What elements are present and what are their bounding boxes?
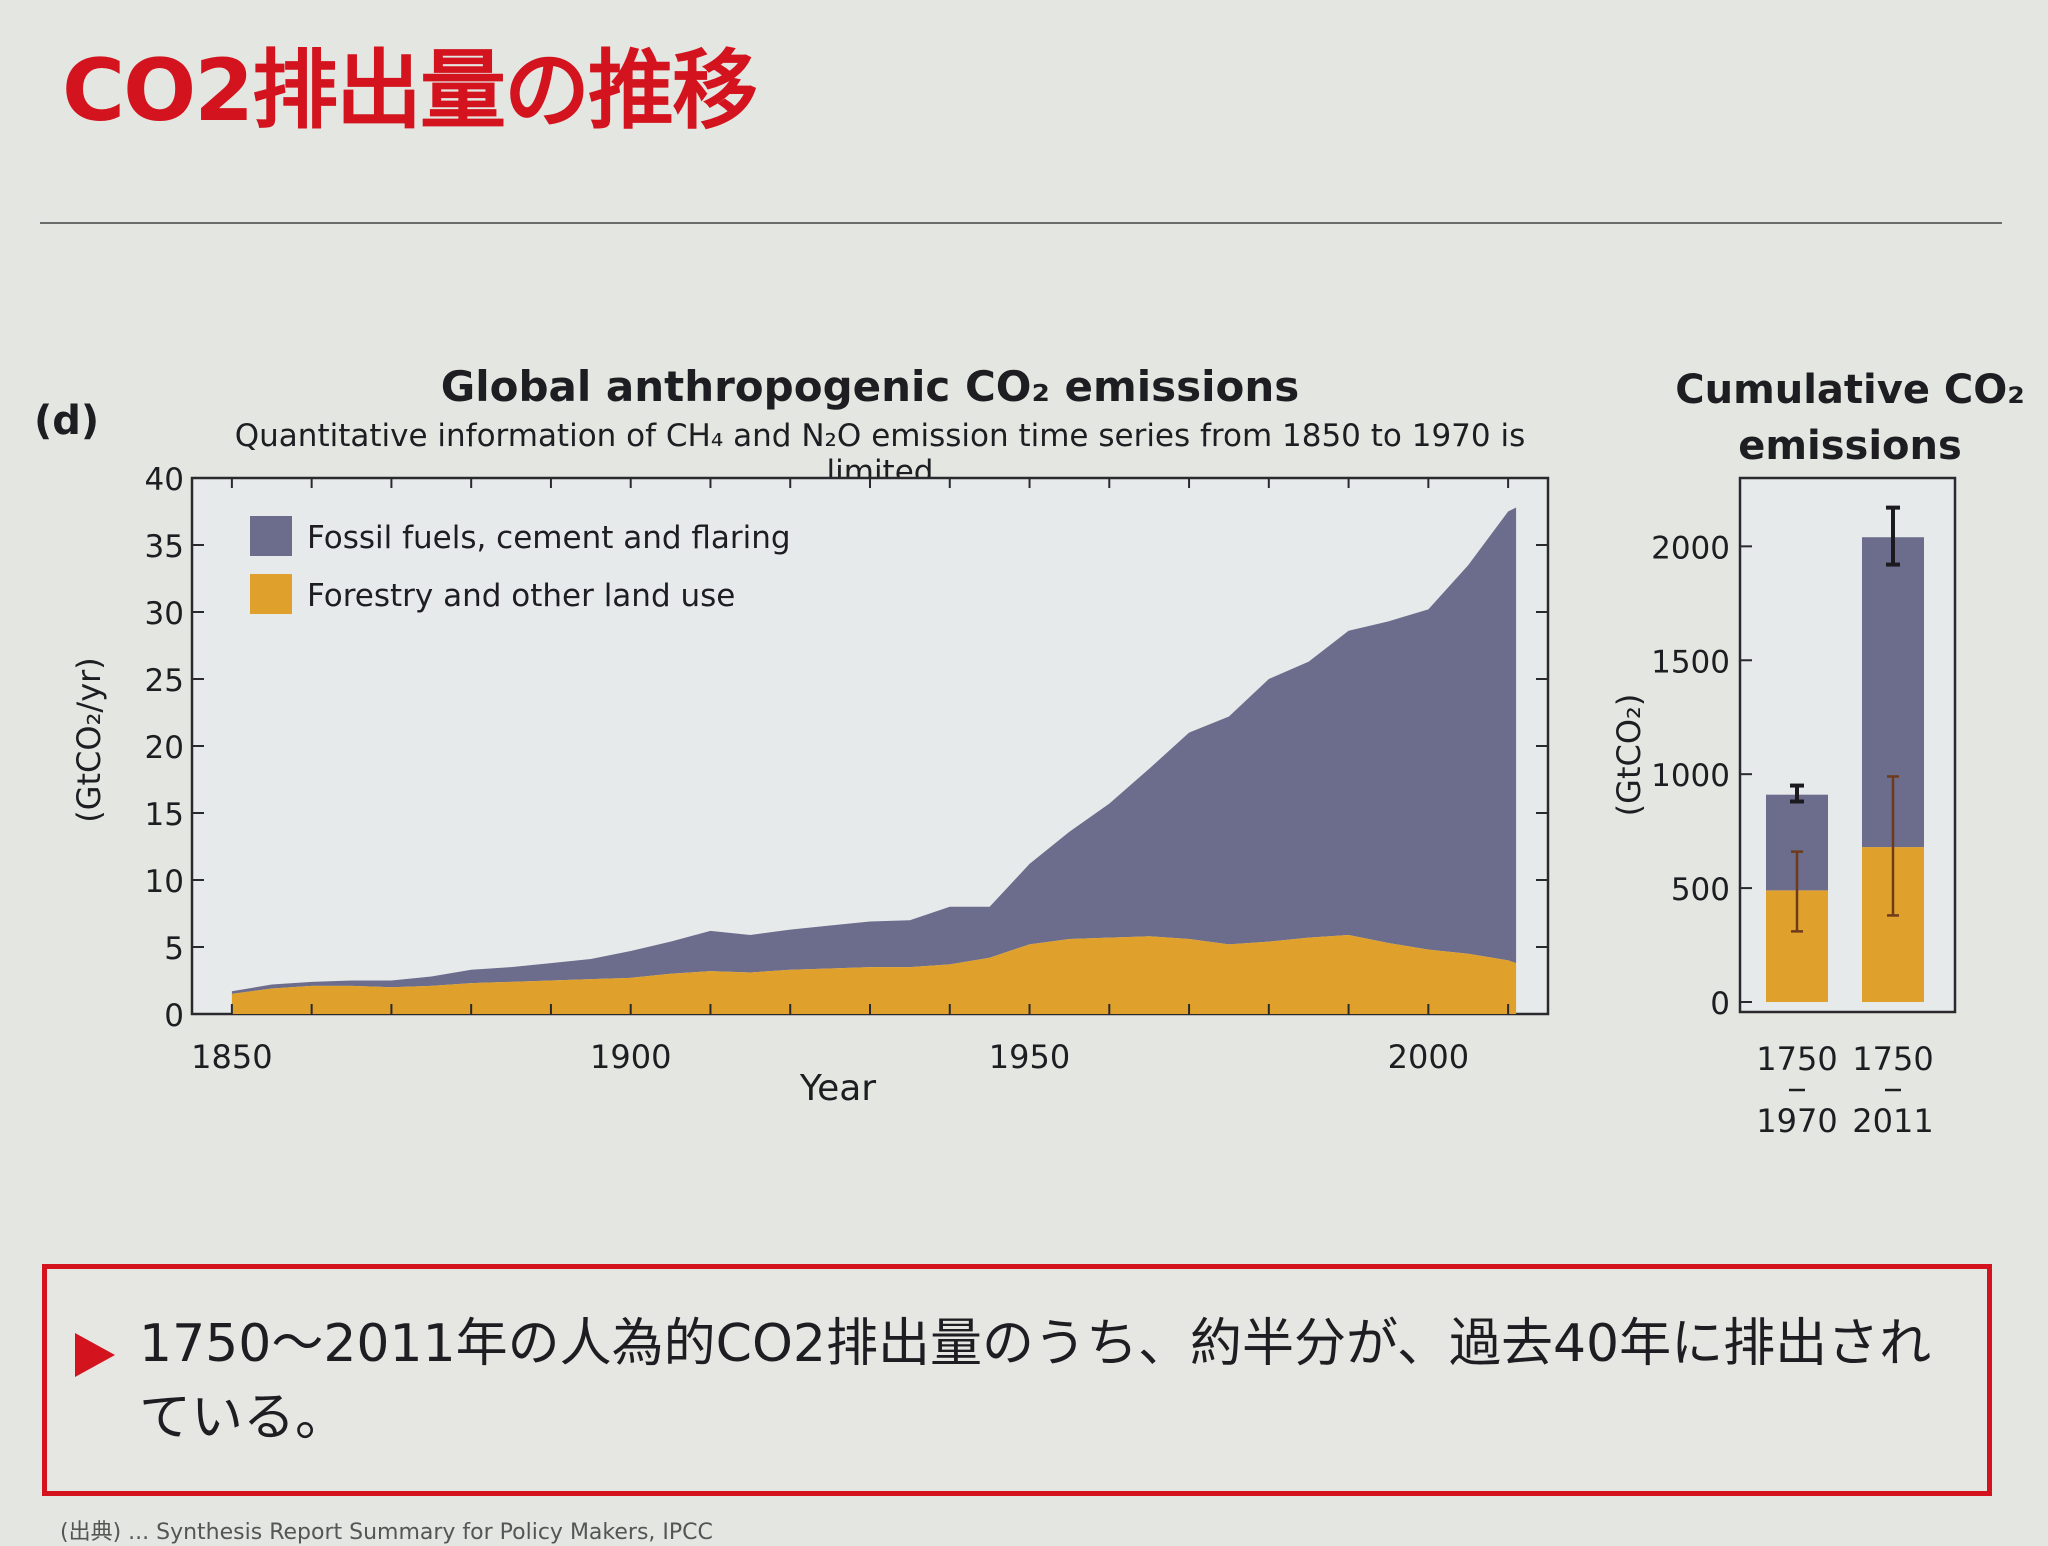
- y-tick-label: 5: [164, 931, 184, 967]
- conclusion-box: 1750～2011年の人為的CO2排出量のうち、約半分が、過去40年に排出されて…: [42, 1264, 1992, 1496]
- category-to-label: 2011: [1852, 1102, 1933, 1140]
- y-tick-label: 30: [145, 596, 184, 632]
- cumulative-y-axis-label: (GtCO₂): [1610, 694, 1648, 817]
- x-tick-label: 2000: [1388, 1038, 1469, 1076]
- page-title: CO2排出量の推移: [62, 41, 758, 141]
- legend-label-fossil: Fossil fuels, cement and flaring: [307, 520, 791, 556]
- cumulative-y-tick-label: 0: [1710, 986, 1730, 1022]
- conclusion-text: 1750～2011年の人為的CO2排出量のうち、約半分が、過去40年に排出されて…: [139, 1314, 1932, 1448]
- area-land-use: [231, 934, 1517, 1014]
- category-to-label: 1970: [1756, 1102, 1837, 1140]
- category-from-label: 1750: [1756, 1040, 1837, 1078]
- x-tick-label: 1850: [191, 1038, 272, 1076]
- chart-title: Global anthropogenic CO₂ emissions: [440, 362, 1300, 411]
- y-tick-label: 35: [145, 529, 184, 565]
- panel-label: (d): [34, 398, 100, 444]
- source-footnote: (出典) ... Synthesis Report Summary for Po…: [60, 1520, 713, 1545]
- header-divider: [40, 222, 2002, 224]
- y-tick-label: 15: [145, 797, 184, 833]
- x-tick-label: 1950: [989, 1038, 1070, 1076]
- cumulative-y-tick-label: 1500: [1651, 644, 1730, 680]
- y-axis-label: (GtCO₂/yr): [70, 657, 108, 823]
- cumulative-y-tick-label: 2000: [1651, 530, 1730, 566]
- chart-subtitle: Quantitative information of CH₄ and N₂O …: [234, 418, 1526, 490]
- y-tick-label: 10: [145, 864, 184, 900]
- cumulative-y-tick-label: 500: [1671, 872, 1730, 908]
- y-tick-label: 40: [145, 462, 184, 498]
- triangle-bullet-icon: [75, 1333, 115, 1377]
- main-area-chart: 0 5 10 15 20 25 30 35 40 1850 1900 1950 2000 Fossil …: [70, 462, 1957, 1140]
- y-tick-label: 20: [145, 730, 184, 766]
- legend-swatch-fossil: [250, 516, 292, 556]
- legend-swatch-landuse: [250, 574, 292, 614]
- cumulative-y-tick-label: 1000: [1651, 758, 1730, 794]
- cumulative-chart-title: Cumulative CO₂ emissions: [1675, 367, 2025, 469]
- y-tick-label: 0: [164, 998, 184, 1034]
- legend-label-landuse: Forestry and other land use: [307, 578, 735, 614]
- category-from-label: 1750: [1852, 1040, 1933, 1078]
- y-tick-label: 25: [145, 663, 184, 699]
- x-tick-label: 1900: [590, 1038, 671, 1076]
- area-fossil-fuels: [231, 507, 1517, 994]
- x-axis-label: Year: [799, 1068, 876, 1109]
